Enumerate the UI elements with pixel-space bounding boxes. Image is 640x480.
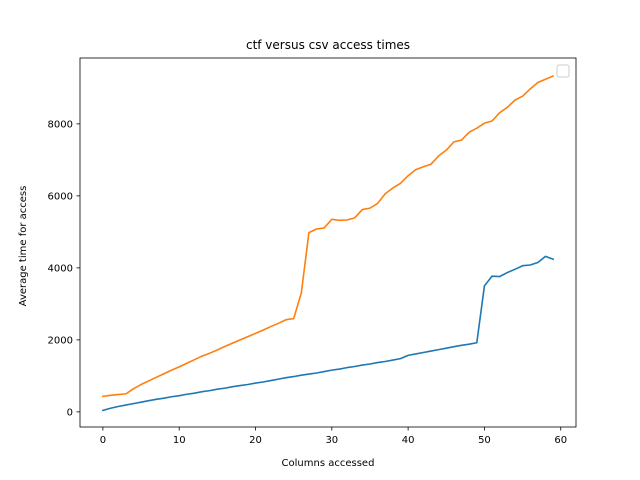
legend-box [556,64,570,78]
series-line-2 [101,74,555,398]
y-tick-label: 2000 [48,335,73,346]
x-tick-label: 60 [554,435,567,446]
y-axis-ticks: 0 2000 4000 6000 8000 [48,119,80,418]
x-tick-label: 40 [402,435,415,446]
x-tick-label: 30 [325,435,338,446]
y-tick-label: 8000 [48,119,73,130]
y-tick-label: 4000 [48,263,73,274]
x-tick-label: 50 [478,435,491,446]
y-axis-label: Average time for access [18,186,29,307]
plot-lines [101,74,555,412]
x-axis-ticks: 0 10 20 30 40 50 60 [100,427,567,446]
y-tick-label: 0 [67,407,73,418]
y-tick-label: 6000 [48,191,73,202]
x-tick-label: 10 [173,435,186,446]
chart-title: ctf versus csv access times [246,38,410,52]
plot-frame [79,57,577,428]
x-axis-label: Columns accessed [282,458,375,469]
x-tick-label: 20 [249,435,262,446]
x-tick-label: 0 [100,435,106,446]
series-line-1 [101,255,555,412]
